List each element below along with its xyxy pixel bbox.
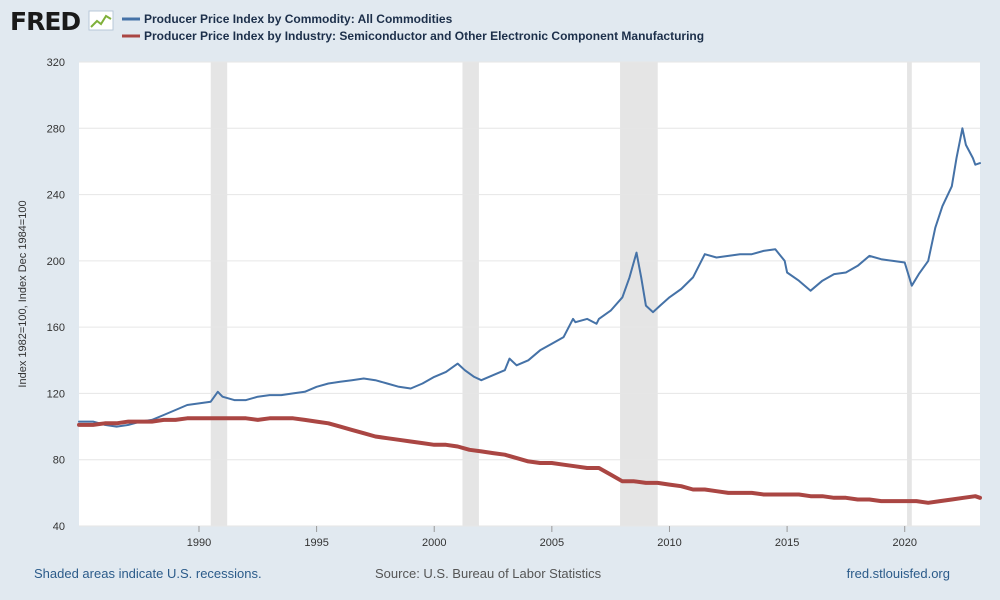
x-tick-label: 2015	[775, 537, 799, 549]
x-axis-ticks: 1990 1995 2000 2005 2010 2015 2020	[187, 526, 917, 549]
source-note: Source: U.S. Bureau of Labor Statistics	[375, 566, 602, 581]
y-tick-label: 320	[47, 57, 65, 69]
recession-band-0	[210, 62, 228, 526]
x-tick-label: 2010	[657, 537, 681, 549]
y-tick-label: 160	[47, 322, 65, 334]
x-tick-label: 2000	[422, 537, 446, 549]
y-tick-label: 240	[47, 190, 65, 202]
y-tick-label: 200	[47, 256, 65, 268]
legend-label-semiconductor: Producer Price Index by Industry: Semico…	[144, 29, 704, 43]
fred-logo[interactable]: FRED	[10, 7, 114, 36]
y-tick-label: 120	[47, 388, 65, 400]
legend-label-all-commodities: Producer Price Index by Commodity: All C…	[144, 12, 453, 26]
logo-text: FRED	[10, 7, 80, 36]
series-line-all-commodities	[78, 127, 981, 428]
recession-band-3	[907, 62, 912, 526]
recession-band-1	[462, 62, 479, 526]
y-tick-label: 80	[53, 455, 65, 467]
x-tick-label: 1995	[304, 537, 328, 549]
plot-area	[79, 62, 980, 526]
series-lines	[77, 127, 982, 505]
website-link[interactable]: fred.stlouisfed.org	[847, 566, 950, 581]
x-tick-label: 2005	[540, 537, 564, 549]
legend: Producer Price Index by Commodity: All C…	[122, 12, 704, 43]
recession-note: Shaded areas indicate U.S. recessions.	[34, 566, 262, 581]
x-tick-label: 2020	[892, 537, 916, 549]
y-tick-label: 280	[47, 123, 65, 135]
x-tick-label: 1990	[187, 537, 211, 549]
recession-shading	[210, 62, 912, 526]
chart-logo-icon	[88, 10, 114, 31]
recession-band-2	[620, 62, 658, 526]
y-axis-label: Index 1982=100, Index Dec 1984=100	[17, 200, 29, 387]
y-axis-ticks: 40 80 120 160 200 240 280 320	[47, 57, 65, 533]
y-tick-label: 40	[53, 521, 65, 533]
series-line-semiconductor	[77, 416, 982, 505]
